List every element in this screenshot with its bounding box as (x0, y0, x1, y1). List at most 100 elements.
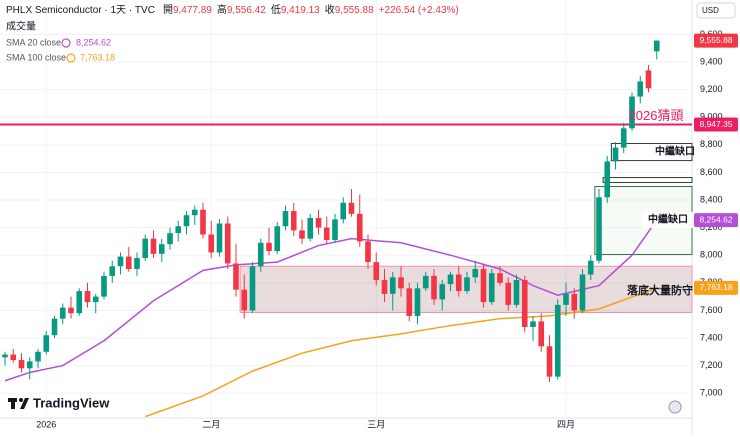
candle-body (365, 241, 371, 263)
candle-body (538, 321, 545, 347)
legend-value: 8,254.62 (76, 37, 111, 47)
candle-body (274, 226, 281, 252)
price-tag-label: 9,555.88 (699, 35, 732, 45)
y-tick-label: 9,000 (700, 112, 723, 122)
y-tick-label: 8,800 (700, 139, 723, 149)
candle-body (620, 128, 627, 148)
candle-body (530, 321, 536, 327)
y-tick-label: 7,400 (700, 332, 723, 342)
candle-body (398, 277, 404, 289)
candle-body (323, 227, 330, 241)
candle-body (348, 202, 355, 214)
price-tag-label: 7,763.18 (699, 282, 732, 292)
logo (11, 398, 15, 409)
candle-body (109, 266, 116, 276)
header-part: 9,556.42 (227, 5, 266, 16)
candle-body (282, 211, 289, 227)
candle-body (447, 274, 454, 285)
legend-name: SMA 20 close (6, 37, 61, 47)
label-bg (642, 212, 694, 228)
candle-body (554, 304, 561, 377)
legend-value: 7,763.18 (80, 52, 115, 62)
header-part: 9,419.13 (281, 5, 320, 16)
candle-body (35, 351, 41, 362)
candle-body (249, 266, 256, 311)
candle-body (158, 244, 165, 254)
candle-body (513, 280, 520, 305)
candle-body (76, 291, 83, 314)
x-tick-label: 2026 (36, 419, 56, 429)
candle-body (505, 282, 512, 305)
price-tag (694, 117, 738, 132)
candle-body (290, 211, 297, 231)
x-tick-label: 三月 (367, 419, 385, 429)
price-tag (694, 33, 738, 48)
candle-body (68, 307, 74, 314)
candle-body (373, 262, 380, 281)
currency: USD (702, 6, 719, 15)
candle-body (191, 209, 198, 216)
candle-body (167, 233, 173, 245)
candle-body (208, 234, 215, 253)
candle-body (224, 223, 231, 264)
header-part: 9,477.89 (173, 5, 212, 16)
x-tick-label: 二月 (202, 419, 220, 429)
candle-body (257, 242, 264, 267)
candle-body (637, 81, 644, 97)
candle-body (299, 230, 305, 239)
candle-body (653, 40, 660, 52)
candle-body (266, 242, 272, 252)
candle-body (183, 215, 190, 227)
header-part: PHLX Semiconductor · 1天 · TVC (6, 5, 155, 16)
price-tag-label: 8,254.62 (699, 214, 732, 224)
candle-body (356, 213, 363, 242)
candle-body (84, 291, 91, 303)
header-part: 高 (217, 3, 227, 16)
zone (610, 142, 693, 162)
candle-body (307, 217, 314, 239)
candle-body (497, 273, 503, 283)
candle-body (612, 147, 619, 162)
candle-body (472, 269, 479, 278)
legend-icon (66, 53, 76, 63)
y-tick-label: 9,400 (700, 56, 723, 66)
annotation: 中繼缺口 (655, 145, 695, 158)
candle-body (2, 354, 8, 358)
candle-body (604, 161, 611, 198)
header-part: +226.54 (+2.43%) (379, 5, 459, 16)
annotation: 落底大量防守 (627, 283, 693, 297)
y-tick-label: 8,600 (700, 167, 723, 177)
y-tick-label: 9,200 (700, 84, 723, 94)
currency-button (696, 2, 736, 19)
candle-body (175, 226, 182, 234)
candle-body (26, 361, 33, 369)
price-tag (694, 280, 738, 295)
header-part: 收 (325, 3, 335, 16)
candle-body (480, 269, 487, 303)
candle-body (596, 197, 602, 261)
price-tag (694, 213, 738, 228)
zone (602, 177, 693, 184)
logo (19, 398, 23, 402)
candle-body (455, 274, 462, 292)
candle-body (414, 288, 421, 316)
annotation: 中繼缺口 (648, 213, 688, 226)
candle-body (101, 275, 107, 297)
candle-body (389, 277, 396, 294)
candle-body (406, 288, 413, 316)
y-tick-label: 7,200 (700, 360, 723, 370)
candle-body (439, 284, 446, 300)
candle-body (488, 273, 495, 303)
candle-body (150, 238, 157, 254)
candle-body (332, 219, 338, 241)
candle-body (431, 275, 437, 300)
flag-icon (668, 400, 682, 414)
candle-body (92, 296, 99, 303)
candle-body (43, 335, 50, 352)
candle-body (546, 346, 553, 377)
candle-body (200, 209, 206, 235)
candle-body (315, 217, 322, 228)
candle-body (381, 280, 388, 294)
